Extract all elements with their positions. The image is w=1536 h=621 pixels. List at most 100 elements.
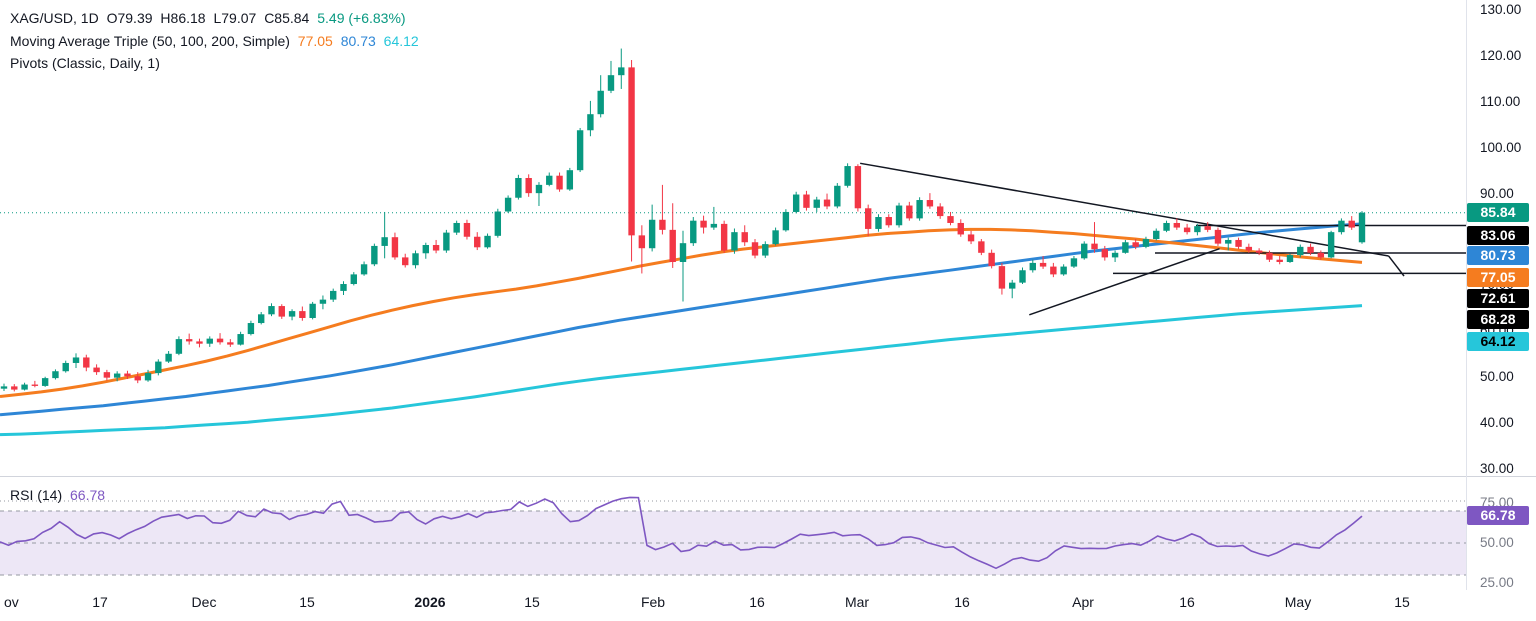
- candle[interactable]: [1245, 243, 1253, 253]
- trendline-2[interactable]: [1029, 247, 1220, 316]
- candle[interactable]: [690, 217, 697, 246]
- candle[interactable]: [1163, 220, 1170, 233]
- candle[interactable]: [515, 174, 522, 200]
- candle[interactable]: [782, 209, 790, 232]
- candle[interactable]: [648, 204, 656, 252]
- candle[interactable]: [319, 295, 327, 310]
- candle[interactable]: [412, 250, 419, 269]
- trendline-1[interactable]: [860, 162, 1389, 257]
- candle[interactable]: [257, 312, 265, 325]
- candle[interactable]: [659, 184, 666, 235]
- candle[interactable]: [31, 380, 39, 388]
- candle[interactable]: [1070, 256, 1078, 268]
- candle[interactable]: [844, 163, 851, 188]
- candle[interactable]: [1255, 248, 1263, 256]
- candle[interactable]: [556, 172, 563, 192]
- candle[interactable]: [93, 364, 100, 375]
- candle[interactable]: [1204, 222, 1211, 233]
- candle[interactable]: [1142, 236, 1150, 249]
- candle[interactable]: [62, 360, 69, 373]
- candle[interactable]: [618, 48, 625, 89]
- rsi-line[interactable]: [0, 496, 1363, 570]
- candle[interactable]: [330, 288, 337, 302]
- candle[interactable]: [484, 233, 491, 249]
- candle[interactable]: [402, 253, 409, 268]
- candle[interactable]: [1327, 230, 1335, 259]
- candle[interactable]: [237, 331, 244, 346]
- candle[interactable]: [1132, 239, 1139, 250]
- candle[interactable]: [628, 60, 635, 262]
- candle[interactable]: [566, 167, 574, 191]
- candle[interactable]: [1029, 259, 1036, 273]
- candle[interactable]: [340, 281, 347, 296]
- candle[interactable]: [175, 336, 183, 356]
- candle[interactable]: [875, 214, 882, 232]
- candle[interactable]: [1173, 218, 1181, 230]
- candle[interactable]: [103, 369, 111, 381]
- candle[interactable]: [288, 309, 296, 321]
- candle[interactable]: [751, 239, 759, 259]
- candle[interactable]: [155, 359, 162, 376]
- trendline-1-extension[interactable]: [1388, 255, 1405, 277]
- candle[interactable]: [299, 306, 306, 321]
- candle[interactable]: [1009, 279, 1016, 299]
- candle[interactable]: [535, 182, 543, 206]
- candle[interactable]: [309, 301, 316, 320]
- candle[interactable]: [360, 261, 368, 276]
- candle[interactable]: [21, 382, 28, 391]
- candle[interactable]: [41, 376, 49, 387]
- candle[interactable]: [474, 232, 481, 251]
- candle[interactable]: [792, 191, 800, 214]
- candle[interactable]: [813, 196, 820, 212]
- candle[interactable]: [679, 230, 687, 302]
- candle[interactable]: [0, 383, 8, 391]
- candle[interactable]: [1153, 228, 1160, 241]
- candle[interactable]: [227, 339, 234, 347]
- candle[interactable]: [463, 219, 471, 240]
- candle[interactable]: [710, 206, 718, 230]
- candle[interactable]: [453, 220, 460, 235]
- candle[interactable]: [52, 369, 59, 380]
- candle[interactable]: [1039, 256, 1047, 269]
- candle[interactable]: [216, 333, 224, 345]
- candle[interactable]: [669, 203, 676, 268]
- candle[interactable]: [1122, 239, 1129, 254]
- candle[interactable]: [144, 369, 152, 382]
- candle[interactable]: [834, 183, 841, 209]
- candle[interactable]: [1358, 211, 1366, 244]
- candle[interactable]: [607, 60, 615, 94]
- candle[interactable]: [422, 242, 430, 259]
- candle[interactable]: [185, 333, 193, 345]
- candle[interactable]: [1225, 237, 1232, 251]
- candle[interactable]: [638, 225, 646, 274]
- candle[interactable]: [83, 354, 90, 372]
- candle[interactable]: [885, 214, 892, 228]
- candle[interactable]: [1081, 241, 1088, 260]
- candle[interactable]: [124, 370, 131, 380]
- candle[interactable]: [988, 249, 995, 269]
- candle[interactable]: [700, 215, 707, 234]
- candle[interactable]: [1307, 243, 1314, 256]
- candle[interactable]: [1101, 245, 1109, 261]
- candle[interactable]: [597, 75, 604, 118]
- candle[interactable]: [206, 336, 213, 347]
- candle[interactable]: [72, 353, 80, 369]
- candle[interactable]: [895, 202, 903, 228]
- candle[interactable]: [823, 193, 831, 210]
- candle[interactable]: [494, 208, 502, 238]
- candle[interactable]: [11, 384, 18, 392]
- candle[interactable]: [906, 201, 913, 221]
- candle[interactable]: [1019, 267, 1026, 285]
- candle[interactable]: [587, 100, 594, 137]
- candle[interactable]: [1297, 244, 1304, 258]
- candle[interactable]: [854, 164, 862, 212]
- candle[interactable]: [1276, 256, 1283, 265]
- candle[interactable]: [1050, 262, 1057, 278]
- candle[interactable]: [720, 220, 728, 253]
- candle[interactable]: [772, 227, 779, 246]
- candle[interactable]: [268, 303, 275, 317]
- candle[interactable]: [1235, 237, 1242, 250]
- candle[interactable]: [165, 351, 172, 363]
- candle[interactable]: [864, 204, 872, 237]
- rsi-pane[interactable]: [0, 496, 1466, 576]
